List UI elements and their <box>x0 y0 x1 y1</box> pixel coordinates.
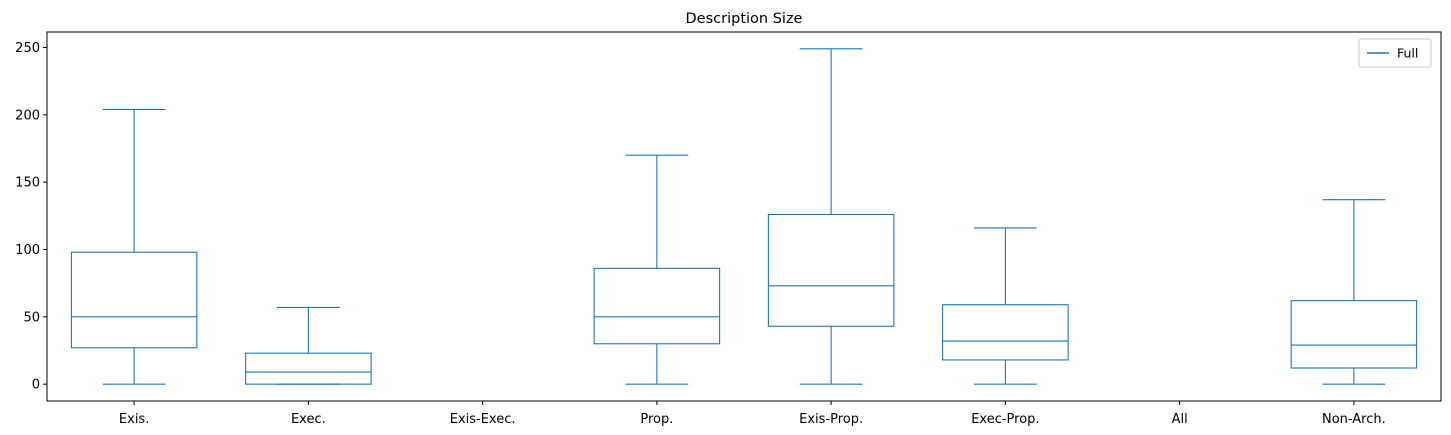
axes-frame <box>46 31 1442 402</box>
x-tick-label: Exis-Exec. <box>450 412 516 427</box>
box-4 <box>593 154 721 385</box>
legend-label-full: Full <box>1397 46 1418 61</box>
iqr-box <box>70 251 198 349</box>
box-1 <box>70 108 198 385</box>
x-tick-label: Exec-Prop. <box>971 412 1039 427</box>
y-tick-label: 0 <box>32 378 40 393</box>
iqr-box <box>767 213 895 327</box>
iqr-box <box>593 267 721 345</box>
box-6 <box>942 227 1069 385</box>
x-tick-label: Exis. <box>119 412 149 427</box>
y-tick-label: 150 <box>15 176 40 191</box>
plot-area: 0 50 100 150 200 250 Exis. Exec. Exis-Exec. Prop.… <box>15 31 1442 427</box>
y-tick-label: 200 <box>15 108 40 123</box>
x-tick-label: All <box>1172 412 1188 427</box>
x-tick-label: Exec. <box>291 412 326 427</box>
x-tick-label: Exis-Prop. <box>799 412 863 427</box>
box-5 <box>767 48 895 385</box>
legend-box <box>1358 38 1432 68</box>
box-8 <box>1290 199 1418 385</box>
chart-title: Description Size <box>686 11 803 27</box>
x-tick-label: Non-Arch. <box>1322 412 1386 427</box>
y-tick-label: 50 <box>23 310 40 325</box>
x-tick-label: Prop. <box>640 412 673 427</box>
box-2 <box>245 306 372 385</box>
iqr-box <box>1290 300 1418 369</box>
y-tick-label: 100 <box>15 243 40 258</box>
iqr-box <box>245 352 372 385</box>
legend: Full <box>1358 38 1432 68</box>
y-tick-label: 250 <box>15 41 40 56</box>
iqr-box <box>942 304 1069 361</box>
